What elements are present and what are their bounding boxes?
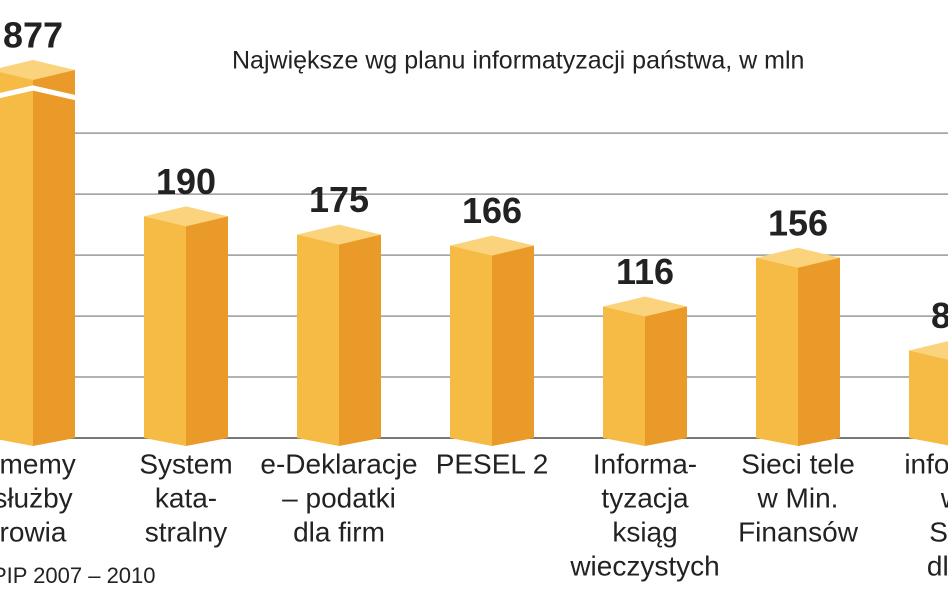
- x-tick-label: PESEL 2: [436, 448, 549, 479]
- value-label: 166: [462, 190, 522, 231]
- bar: [144, 206, 228, 446]
- bar-face: [339, 234, 381, 446]
- bar-face: [603, 296, 687, 317]
- x-tick-label: kata-: [155, 482, 217, 513]
- bar-face: [450, 245, 492, 446]
- value-label: 175: [309, 179, 369, 220]
- value-label: 80: [931, 295, 948, 336]
- bar-face: [297, 234, 339, 446]
- x-tick-label: w Min.: [757, 482, 839, 513]
- x-tick-label: dliw: [927, 550, 948, 581]
- value-label: 877: [3, 15, 63, 56]
- bar-face: [756, 257, 798, 446]
- bar: [756, 247, 840, 446]
- x-tick-label: służby: [0, 482, 73, 513]
- x-tick-label: Sieci tele: [741, 448, 855, 479]
- bar-face: [909, 350, 948, 446]
- bar-face: [186, 216, 228, 446]
- bar-face: [0, 70, 33, 446]
- bar: [297, 224, 381, 446]
- x-tick-label: Informa-: [593, 448, 697, 479]
- x-tick-label: Spr: [929, 516, 948, 547]
- bar-face: [33, 70, 75, 446]
- axis-break: [0, 85, 78, 101]
- x-tick-label: rmemy: [0, 448, 76, 479]
- x-tick-label: w: [940, 482, 948, 513]
- x-tick-label: ksiąg: [612, 516, 677, 547]
- value-label: 190: [156, 161, 216, 202]
- bar-face: [0, 60, 75, 80]
- bar-face: [144, 216, 186, 446]
- bar-face: [492, 245, 534, 446]
- x-tick-label: e-Deklaracje: [260, 448, 417, 479]
- bar: [603, 296, 687, 446]
- x-tick-label: Finansów: [738, 516, 859, 547]
- x-tick-label: stralny: [145, 516, 227, 547]
- x-tick-label: tyzacja: [601, 482, 689, 513]
- bar-face: [756, 247, 840, 268]
- x-tick-label: – podatki: [282, 482, 396, 513]
- x-tick-label: wieczystych: [569, 550, 719, 581]
- x-tick-label: System: [139, 448, 232, 479]
- x-tick-label: informa: [904, 448, 948, 479]
- bar-face: [645, 306, 687, 446]
- bar: [450, 235, 534, 446]
- value-label: 156: [768, 202, 828, 243]
- x-tick-label: rowia: [0, 516, 67, 547]
- chart-title: Największe wg planu informatyzacji państ…: [232, 47, 804, 75]
- bar-face: [909, 341, 948, 360]
- source: PIP 2007 – 2010: [0, 563, 156, 588]
- bar-face: [297, 224, 381, 245]
- bar-face: [603, 306, 645, 446]
- x-tick-label: dla firm: [293, 516, 385, 547]
- bar-face: [450, 235, 534, 256]
- bar: [0, 60, 75, 446]
- bar-face: [144, 206, 228, 227]
- bar-face: [798, 257, 840, 446]
- bar: [909, 341, 948, 446]
- value-label: 116: [616, 251, 674, 292]
